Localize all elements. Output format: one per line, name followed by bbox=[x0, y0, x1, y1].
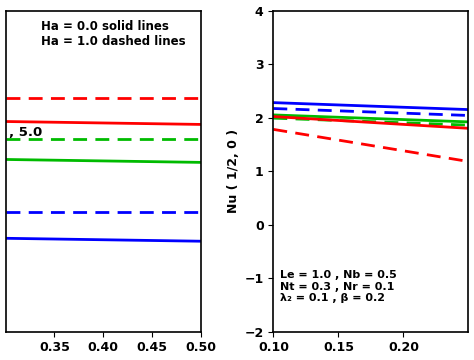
Text: Ha = 0.0 solid lines
Ha = 1.0 dashed lines: Ha = 0.0 solid lines Ha = 1.0 dashed lin… bbox=[41, 20, 185, 48]
Text: , 5.0: , 5.0 bbox=[9, 126, 43, 139]
Y-axis label: Nu ( 1/2, 0 ): Nu ( 1/2, 0 ) bbox=[227, 129, 240, 213]
Text: Le = 1.0 , Nb = 0.5
Nt = 0.3 , Nr = 0.1
λ₂ = 0.1 , β = 0.2: Le = 1.0 , Nb = 0.5 Nt = 0.3 , Nr = 0.1 … bbox=[280, 270, 397, 303]
